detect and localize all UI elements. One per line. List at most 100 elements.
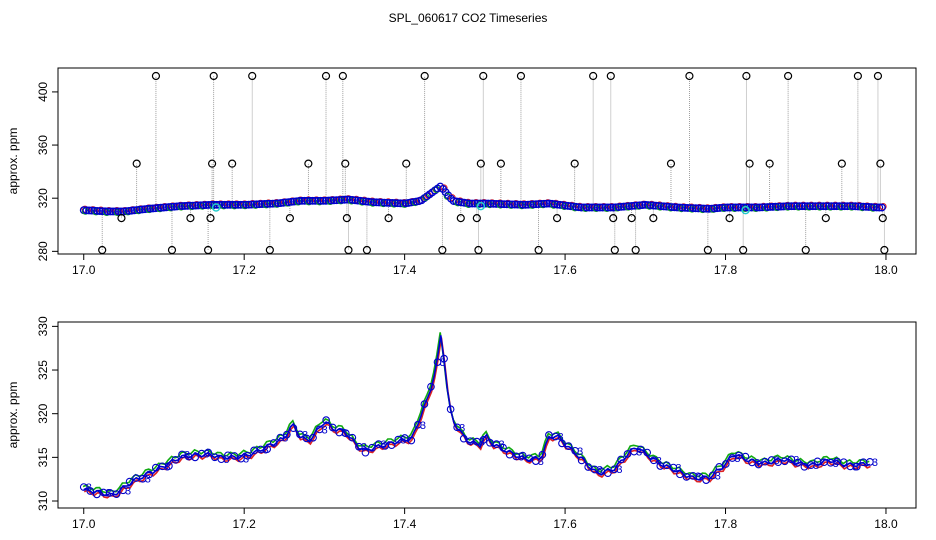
top-point-series-c1 (790, 202, 799, 211)
bottom-series-4-point (217, 455, 226, 464)
top-outlier-point (880, 245, 889, 255)
bottom-x-tick-label: 17.6 (553, 517, 577, 531)
top-outlier-point (552, 214, 562, 223)
top-point-series-c1 (627, 202, 636, 210)
top-point-series-c1 (683, 203, 692, 212)
top-point-series-c2 (640, 200, 648, 208)
top-point-series-c1 (787, 202, 796, 211)
top-point-series-c1 (540, 199, 548, 208)
top-outlier-point (876, 159, 885, 168)
top-point-series-c1 (284, 198, 293, 207)
top-point-series-c1 (609, 203, 618, 212)
top-point-series-c1 (532, 200, 541, 209)
top-point-series-c1 (542, 199, 551, 208)
bottom-series-4-point (636, 445, 645, 454)
top-point-series-c1 (678, 203, 687, 212)
top-point-series-c1 (199, 201, 208, 210)
bottom-series-4-point (695, 473, 704, 481)
top-point-series-c1 (625, 202, 634, 211)
top-point-series-c2 (544, 199, 552, 207)
top-point-series-c1 (332, 196, 341, 205)
bottom-series-4-point (571, 446, 579, 455)
top-point-series-c1 (500, 200, 509, 209)
top-point-series-c1 (830, 202, 839, 211)
top-point-series-c1 (662, 202, 671, 211)
top-point-series-c1 (167, 202, 176, 211)
top-outlier-point (821, 214, 830, 223)
top-point-series-c1 (188, 201, 197, 210)
top-point-series-c1 (148, 204, 157, 213)
top-point-series-c1 (862, 202, 870, 211)
top-point-series-c1 (287, 197, 296, 206)
top-point-series-c4 (476, 201, 486, 211)
bottom-series-4-point (263, 445, 272, 453)
top-point-series-c1 (85, 206, 94, 215)
top-point-series-c1 (819, 202, 828, 211)
top-point-series-c1 (518, 200, 527, 209)
top-point-series-c1 (319, 196, 328, 205)
top-outlier-point (479, 71, 488, 81)
bottom-series-4-point (617, 455, 625, 464)
top-y-axis-label: approx. ppm (6, 128, 20, 195)
bottom-series-4-point (125, 477, 134, 486)
top-outlier-point (98, 245, 107, 255)
bottom-series-3-marker: 3 (263, 444, 269, 456)
bottom-series-4-point (538, 450, 547, 459)
top-point-series-c1 (492, 199, 501, 208)
top-outlier-point (516, 71, 526, 81)
top-outlier-point (627, 214, 636, 223)
top-point-series-c2 (392, 198, 400, 206)
top-point-series-c1 (566, 202, 575, 211)
bottom-series-4-point (459, 434, 468, 443)
bottom-series-4-point (368, 443, 376, 452)
top-point-series-c1 (694, 204, 703, 213)
bottom-series-4-point (309, 433, 317, 442)
bottom-series-3-marker: 3 (164, 461, 170, 473)
top-outlier-point (209, 71, 218, 81)
top-point-series-c1 (726, 203, 735, 212)
top-outlier-point (167, 245, 177, 255)
top-outlier-point (837, 159, 846, 168)
bottom-series-4-point (276, 433, 285, 442)
top-point-series-c1 (878, 203, 886, 212)
top-outlier-point (474, 245, 483, 255)
bottom-series-4-point (79, 483, 88, 491)
top-point-series-c2 (680, 203, 688, 211)
bottom-series-3-marker: 3 (341, 427, 347, 439)
top-point-series-c2 (488, 199, 496, 207)
top-point-series-c1 (138, 205, 147, 214)
top-point-series-c1 (279, 198, 288, 207)
top-x-tick-label: 17.0 (72, 263, 96, 277)
bottom-series-4-point (794, 458, 802, 467)
top-point-series-c1 (343, 195, 352, 204)
top-outlier-point (344, 245, 353, 255)
bottom-series-3-marker: 3 (105, 487, 111, 499)
top-point-series-c1 (715, 204, 724, 212)
top-point-series-c1 (691, 204, 700, 213)
top-outlier-point (606, 71, 615, 81)
top-outlier-point (739, 245, 748, 255)
top-outlier-point (228, 159, 237, 168)
top-y-tick-label: 360 (36, 135, 50, 155)
bottom-series-4-point (715, 463, 724, 471)
bottom-y-tick-label: 310 (36, 491, 50, 511)
bottom-series-3-marker: 3 (361, 442, 367, 454)
top-point-series-c1 (843, 202, 852, 211)
top-point-series-c1 (766, 203, 775, 211)
bottom-series-4-point (145, 470, 154, 479)
top-point-series-c1 (838, 202, 846, 211)
bottom-series-3-marker: 3 (381, 439, 387, 451)
top-plot-frame (57, 67, 917, 255)
top-point-series-c1 (244, 200, 253, 209)
top-point-series-c1 (95, 207, 104, 215)
top-outlier-point (285, 214, 295, 223)
bottom-series-4-point (852, 462, 861, 471)
top-point-series-c1 (172, 202, 181, 211)
top-outlier-point (534, 245, 543, 255)
bottom-series-3-marker: 3 (223, 454, 229, 466)
top-point-series-c1 (146, 204, 155, 213)
bottom-series-4-point (348, 433, 357, 442)
bottom-series-3-marker: 3 (675, 463, 681, 475)
